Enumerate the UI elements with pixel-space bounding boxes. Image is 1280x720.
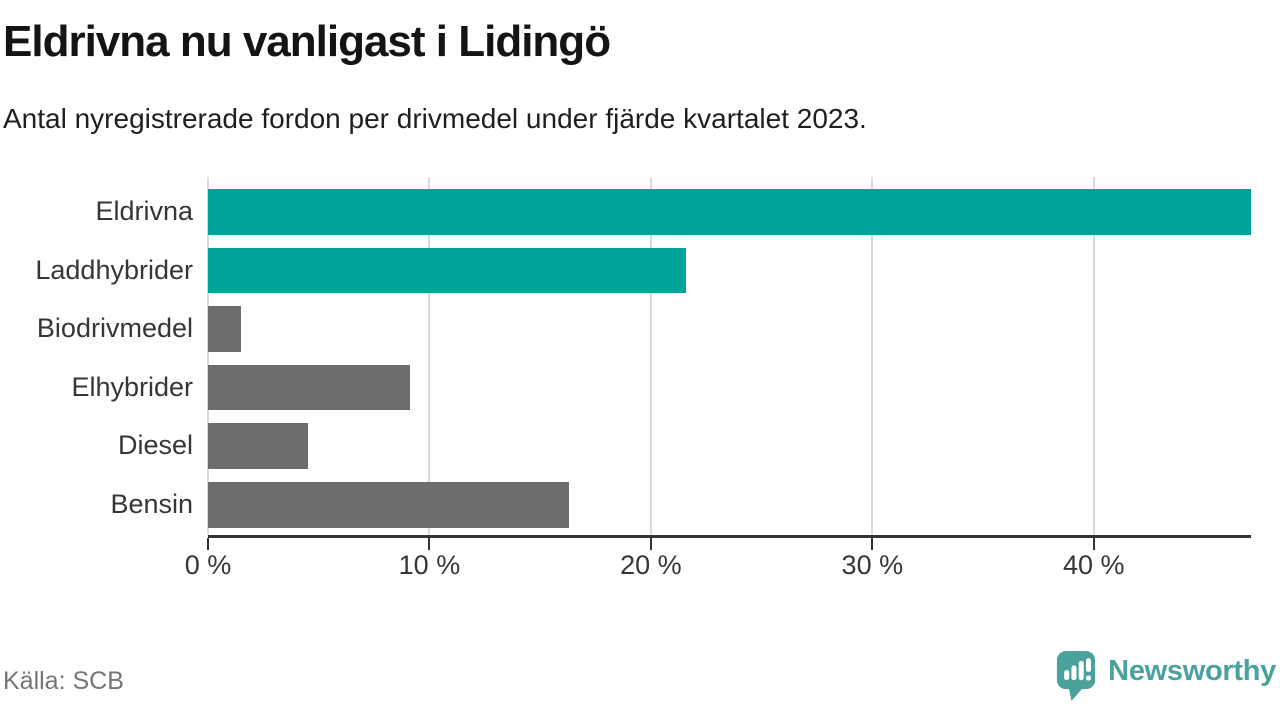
chart-subtitle: Antal nyregistrerade fordon per drivmede… (3, 103, 867, 134)
newsworthy-logo: Newsworthy (1056, 650, 1276, 702)
bar-diesel (208, 423, 308, 469)
x-axis-tick-10 (428, 538, 431, 550)
newsworthy-wordmark: Newsworthy (1108, 655, 1276, 687)
category-label-biodrivmedel: Biodrivmedel (36, 313, 193, 344)
category-label-eldrivna: Eldrivna (95, 196, 193, 226)
x-axis-tick-20 (649, 538, 652, 550)
bar-elhybrider (208, 364, 410, 411)
gridline-0 (207, 177, 209, 535)
plot-area (207, 177, 1251, 538)
x-axis-tick-label-0: 0 % (184, 550, 232, 580)
x-axis-tick-label-10: 10 % (398, 550, 461, 580)
bar-laddhybrider (208, 247, 687, 294)
gridline-30 (871, 177, 874, 535)
x-axis-tick-label-20: 20 % (620, 550, 682, 580)
category-label-elhybrider: Elhybrider (71, 371, 193, 402)
category-label-diesel: Diesel (117, 430, 193, 461)
x-axis-tick-40 (1092, 538, 1095, 550)
gridline-20 (649, 177, 652, 535)
x-axis-tick-30 (871, 538, 874, 550)
gridline-10 (428, 177, 431, 535)
gridline-40 (1092, 177, 1095, 535)
newsworthy-icon (1057, 651, 1096, 701)
chart-title: Eldrivna nu vanligast i Lidingö (3, 17, 611, 66)
source-note: Källa: SCB (3, 667, 124, 695)
x-axis-tick-label-40: 40 % (1062, 550, 1125, 580)
x-axis-tick-0 (207, 538, 209, 550)
bar-eldrivna (208, 189, 1251, 235)
x-axis-tick-label-30: 30 % (841, 550, 904, 580)
bar-biodrivmedel (208, 306, 242, 352)
category-label-bensin: Bensin (110, 489, 193, 519)
bar-bensin (208, 482, 569, 528)
category-label-laddhybrider: Laddhybrider (35, 254, 193, 285)
